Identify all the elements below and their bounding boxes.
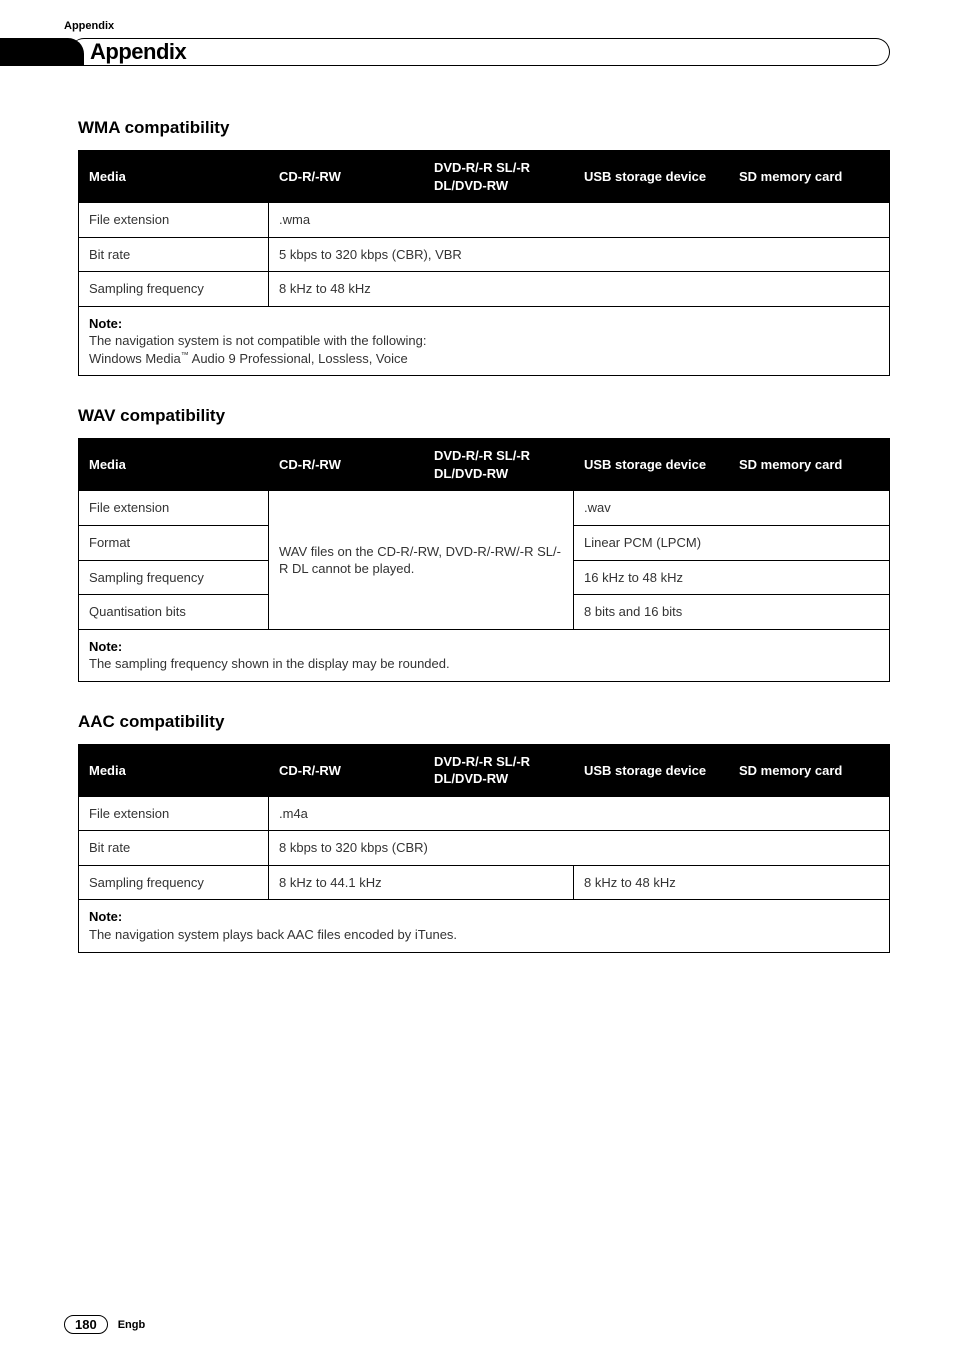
- wav-table: Media CD-R/-RW DVD-R/-R SL/-R DL/DVD-RW …: [78, 438, 890, 681]
- note-line: Windows Media: [89, 351, 181, 366]
- note-line: The navigation system is not compatible …: [89, 333, 426, 348]
- page-title: Appendix: [90, 39, 186, 65]
- title-bar: Appendix: [0, 36, 890, 68]
- cell-merged: WAV files on the CD-R/-RW, DVD-R/-RW/-R …: [269, 491, 574, 629]
- title-outline: Appendix: [70, 38, 890, 66]
- wav-heading: WAV compatibility: [78, 406, 890, 426]
- cell-value: .m4a: [269, 796, 890, 831]
- th-media: Media: [79, 439, 269, 491]
- note-label: Note:: [89, 639, 122, 654]
- footer: 180 Engb: [64, 1315, 145, 1334]
- note-label: Note:: [89, 316, 122, 331]
- cell-value: 8 bits and 16 bits: [574, 595, 890, 630]
- content: WMA compatibility Media CD-R/-RW DVD-R/-…: [0, 68, 954, 953]
- th-media: Media: [79, 744, 269, 796]
- cell-note: Note: The navigation system plays back A…: [79, 900, 890, 952]
- table-row: Bit rate 8 kbps to 320 kbps (CBR): [79, 831, 890, 866]
- cell-label: Sampling frequency: [79, 865, 269, 900]
- cell-label: Bit rate: [79, 237, 269, 272]
- cell-label: Format: [79, 526, 269, 561]
- aac-table: Media CD-R/-RW DVD-R/-R SL/-R DL/DVD-RW …: [78, 744, 890, 953]
- cell-label: Bit rate: [79, 831, 269, 866]
- th-sd: SD memory card: [729, 744, 890, 796]
- cell-label: Sampling frequency: [79, 560, 269, 595]
- th-sd: SD memory card: [729, 151, 890, 203]
- th-dvd: DVD-R/-R SL/-R DL/DVD-RW: [424, 744, 574, 796]
- th-dvd: DVD-R/-R SL/-R DL/DVD-RW: [424, 151, 574, 203]
- cell-value: 16 kHz to 48 kHz: [574, 560, 890, 595]
- th-cdr: CD-R/-RW: [269, 151, 424, 203]
- wma-table: Media CD-R/-RW DVD-R/-R SL/-R DL/DVD-RW …: [78, 150, 890, 376]
- cell-value: 8 kHz to 48 kHz: [574, 865, 890, 900]
- aac-heading: AAC compatibility: [78, 712, 890, 732]
- wma-heading: WMA compatibility: [78, 118, 890, 138]
- cell-label: Quantisation bits: [79, 595, 269, 630]
- header-small: Appendix: [64, 20, 954, 32]
- trademark-icon: ™: [181, 351, 189, 360]
- note-label: Note:: [89, 909, 122, 924]
- cell-value: 8 kHz to 44.1 kHz: [269, 865, 574, 900]
- cell-note: Note: The sampling frequency shown in th…: [79, 629, 890, 681]
- cell-label: File extension: [79, 491, 269, 526]
- th-cdr: CD-R/-RW: [269, 439, 424, 491]
- th-usb: USB storage device: [574, 151, 729, 203]
- table-row: Bit rate 5 kbps to 320 kbps (CBR), VBR: [79, 237, 890, 272]
- table-header-row: Media CD-R/-RW DVD-R/-R SL/-R DL/DVD-RW …: [79, 744, 890, 796]
- cell-value: 5 kbps to 320 kbps (CBR), VBR: [269, 237, 890, 272]
- table-row: Sampling frequency 8 kHz to 48 kHz: [79, 272, 890, 307]
- cell-label: Sampling frequency: [79, 272, 269, 307]
- cell-value: 8 kbps to 320 kbps (CBR): [269, 831, 890, 866]
- cell-value: .wav: [574, 491, 890, 526]
- th-usb: USB storage device: [574, 439, 729, 491]
- table-note-row: Note: The sampling frequency shown in th…: [79, 629, 890, 681]
- th-dvd: DVD-R/-R SL/-R DL/DVD-RW: [424, 439, 574, 491]
- note-line: The navigation system plays back AAC fil…: [89, 927, 457, 942]
- cell-value: .wma: [269, 203, 890, 238]
- table-note-row: Note: The navigation system is not compa…: [79, 306, 890, 376]
- page-number-badge: 180: [64, 1315, 108, 1334]
- table-note-row: Note: The navigation system plays back A…: [79, 900, 890, 952]
- cell-note: Note: The navigation system is not compa…: [79, 306, 890, 376]
- note-line: Audio 9 Professional, Lossless, Voice: [189, 351, 408, 366]
- table-row: File extension WAV files on the CD-R/-RW…: [79, 491, 890, 526]
- table-header-row: Media CD-R/-RW DVD-R/-R SL/-R DL/DVD-RW …: [79, 439, 890, 491]
- table-row: Sampling frequency 8 kHz to 44.1 kHz 8 k…: [79, 865, 890, 900]
- cell-label: File extension: [79, 203, 269, 238]
- cell-value: 8 kHz to 48 kHz: [269, 272, 890, 307]
- cell-value: Linear PCM (LPCM): [574, 526, 890, 561]
- table-header-row: Media CD-R/-RW DVD-R/-R SL/-R DL/DVD-RW …: [79, 151, 890, 203]
- cell-label: File extension: [79, 796, 269, 831]
- th-cdr: CD-R/-RW: [269, 744, 424, 796]
- table-row: File extension .wma: [79, 203, 890, 238]
- th-media: Media: [79, 151, 269, 203]
- table-row: File extension .m4a: [79, 796, 890, 831]
- note-line: The sampling frequency shown in the disp…: [89, 656, 450, 671]
- footer-lang: Engb: [118, 1319, 146, 1331]
- th-usb: USB storage device: [574, 744, 729, 796]
- th-sd: SD memory card: [729, 439, 890, 491]
